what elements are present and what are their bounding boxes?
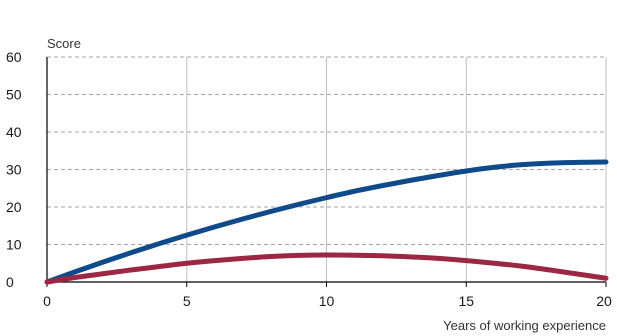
labels: Score Years of working experience 0 10 20 3… [6, 36, 612, 333]
x-axis-title: Years of working experience [443, 318, 606, 333]
x-tick-label: 20 [596, 293, 612, 309]
y-tick-label: 0 [6, 274, 14, 290]
series-layer [44, 159, 609, 285]
x-tick-label: 0 [43, 293, 51, 309]
y-tick-label: 10 [6, 237, 22, 253]
x-tick-label: 5 [183, 293, 191, 309]
series-line-2 [44, 252, 609, 285]
y-tick-label: 20 [6, 199, 22, 215]
y-tick-label: 30 [6, 162, 22, 178]
x-tick-label: 15 [458, 293, 474, 309]
axes [46, 57, 607, 287]
y-axis-title: Score [47, 36, 81, 51]
x-tick-label: 10 [319, 293, 335, 309]
series-line-1 [44, 159, 609, 285]
y-tick-label: 60 [6, 49, 22, 65]
y-tick-label: 50 [6, 87, 22, 103]
grid [47, 56, 607, 282]
y-tick-label: 40 [6, 124, 22, 140]
